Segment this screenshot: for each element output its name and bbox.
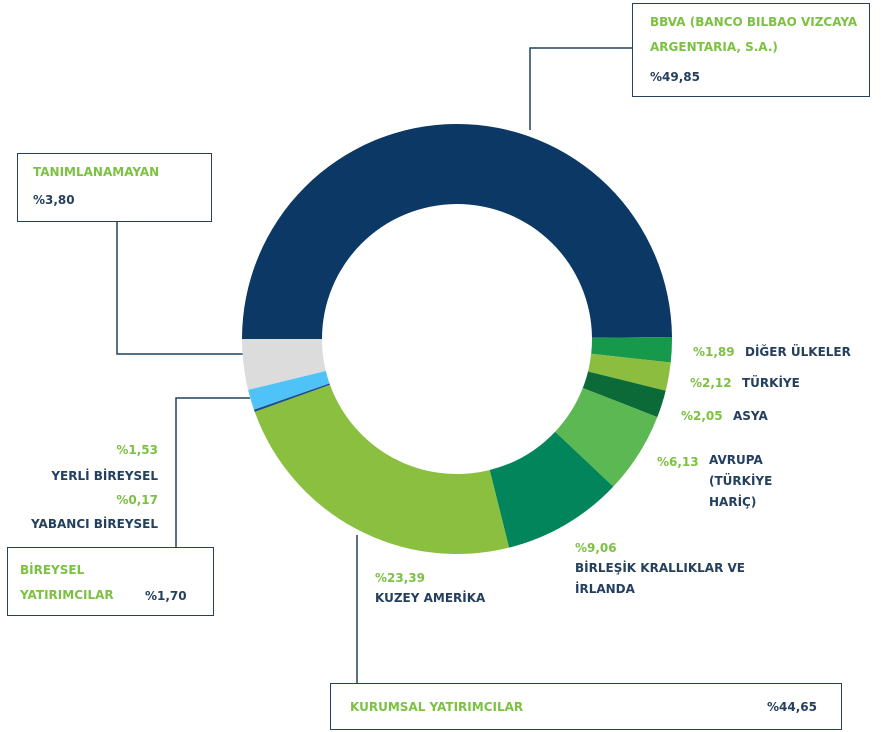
leader-line xyxy=(175,397,250,547)
value-label: %2,12 xyxy=(690,376,732,390)
value-label: %0,17 xyxy=(116,493,158,507)
leader-line xyxy=(116,222,243,355)
category-label: ASYA xyxy=(733,409,768,423)
group-name: BİREYSEL YATIRIMCILAR xyxy=(20,563,114,602)
donut-segment xyxy=(591,337,672,363)
box xyxy=(7,547,214,616)
category-label: TANIMLANAMAYAN xyxy=(33,165,160,179)
category-label: YERLİ BİREYSEL xyxy=(51,469,158,483)
value-label: %1,89 xyxy=(693,345,735,359)
category-label: DİĞER ÜLKELER xyxy=(745,345,851,359)
category-label: KUZEY AMERİKA xyxy=(375,591,486,605)
box xyxy=(17,153,212,222)
donut-segment xyxy=(253,383,330,412)
donut-segment xyxy=(248,370,330,410)
group-value: %44,65 xyxy=(767,700,817,714)
donut-segment xyxy=(555,388,658,487)
value-label: %2,05 xyxy=(681,409,723,423)
leader-line xyxy=(529,47,632,130)
value-label: %6,13 xyxy=(657,455,699,469)
category-label: TÜRKİYE xyxy=(742,376,800,390)
category-label: AVRUPA (TÜRKİYE HARİÇ) xyxy=(709,453,773,509)
donut-segment xyxy=(242,123,672,339)
value-label: %23,39 xyxy=(375,571,425,585)
group-value: %1,70 xyxy=(145,589,187,603)
box xyxy=(330,683,842,730)
leaders xyxy=(116,47,632,683)
donut-segment xyxy=(254,384,510,555)
group-name: KURUMSAL YATIRIMCILAR xyxy=(350,700,524,714)
donut-segment xyxy=(489,431,614,548)
value-label: %9,06 xyxy=(575,541,617,555)
donut-segment xyxy=(582,371,666,418)
donut-segment xyxy=(242,339,326,390)
value-label: %3,80 xyxy=(33,193,75,207)
donut-segment xyxy=(588,353,671,391)
box xyxy=(632,3,870,97)
category-label: BİRLEŞİK KRALLIKLAR VE İRLANDA xyxy=(575,561,745,596)
value-label: %49,85 xyxy=(650,70,700,84)
category-label: YABANCI BİREYSEL xyxy=(31,517,158,531)
value-label: %1,53 xyxy=(116,443,158,457)
category-label: BBVA (BANCO BILBAO VIZCAYA ARGENTARIA, S… xyxy=(650,15,858,54)
